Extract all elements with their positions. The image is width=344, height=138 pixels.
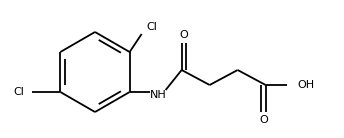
Text: NH: NH [150, 90, 167, 100]
Text: OH: OH [298, 80, 315, 90]
Text: Cl: Cl [147, 22, 158, 32]
Text: O: O [259, 115, 268, 125]
Text: Cl: Cl [13, 87, 24, 97]
Text: O: O [179, 30, 188, 40]
